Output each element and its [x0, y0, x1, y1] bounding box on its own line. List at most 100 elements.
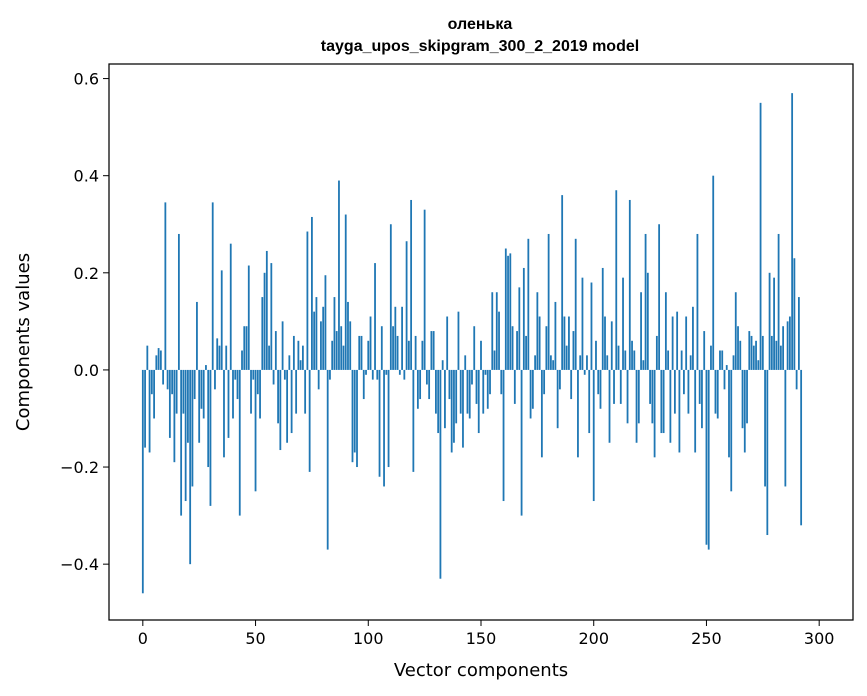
bar-232	[664, 292, 667, 370]
bar-291	[797, 297, 800, 370]
bar-199	[590, 282, 593, 370]
bar-106	[380, 326, 383, 370]
bar-153	[486, 369, 489, 409]
bar-172	[529, 369, 532, 419]
bar-16	[177, 233, 180, 370]
bar-239	[680, 350, 683, 370]
bar-168	[520, 369, 523, 516]
bar-132	[439, 369, 442, 579]
x-tick-label: 250	[691, 629, 722, 648]
bar-67	[292, 335, 295, 370]
bar-105	[378, 369, 381, 477]
bar-287	[788, 316, 791, 370]
bar-26	[200, 369, 203, 409]
bar-264	[737, 326, 739, 370]
bar-103	[374, 263, 376, 370]
bar-142	[462, 369, 464, 448]
bar-227	[653, 369, 656, 458]
bar-99	[365, 369, 367, 375]
x-tick-label: 0	[138, 629, 148, 648]
bar-52	[259, 369, 261, 419]
bar-7	[157, 348, 160, 370]
bar-286	[786, 321, 789, 370]
bar-136	[448, 369, 451, 400]
bar-86	[335, 331, 338, 370]
bar-151	[482, 369, 485, 414]
bar-27	[202, 369, 205, 419]
bar-85	[333, 297, 336, 370]
bar-54	[263, 272, 266, 370]
bar-120	[412, 369, 415, 472]
bar-267	[743, 369, 746, 453]
bar-95	[356, 369, 358, 468]
bar-158	[498, 311, 500, 370]
bar-176	[538, 316, 541, 370]
bar-29	[207, 369, 210, 468]
bar-75	[311, 216, 313, 370]
bar-251	[707, 369, 710, 550]
bar-203	[599, 369, 602, 409]
bar-5	[153, 369, 155, 419]
bar-224	[646, 272, 649, 370]
bar-289	[793, 258, 796, 370]
bar-189	[568, 316, 570, 370]
bar-219	[635, 369, 638, 443]
y-tick-label: 0.2	[74, 264, 99, 283]
bar-92	[349, 321, 352, 370]
bar-186	[561, 195, 564, 370]
bar-118	[407, 340, 410, 370]
bar-143	[464, 355, 467, 370]
bar-97	[360, 335, 363, 370]
bar-246	[696, 233, 699, 370]
bar-258	[723, 369, 726, 390]
x-tick-label: 200	[578, 629, 609, 648]
x-axis-label: Vector components	[394, 660, 568, 681]
bar-6	[155, 355, 158, 370]
bar-229	[658, 224, 661, 370]
bar-280	[773, 277, 775, 370]
bar-261	[730, 369, 733, 492]
bar-0	[141, 369, 144, 594]
y-tick-label: 0.6	[74, 70, 99, 89]
bar-285	[784, 369, 787, 487]
bar-180	[547, 233, 550, 370]
bar-139	[455, 369, 458, 424]
bar-274	[759, 102, 762, 370]
bar-162	[507, 255, 509, 370]
bar-247	[698, 369, 701, 404]
bar-236	[673, 369, 676, 414]
bar-130	[435, 369, 437, 414]
bar-148	[475, 369, 478, 404]
bar-9	[162, 369, 165, 385]
bar-202	[597, 369, 600, 395]
bar-128	[430, 331, 433, 370]
bar-240	[683, 369, 685, 395]
bar-50	[254, 369, 257, 492]
bar-100	[367, 340, 370, 370]
bar-290	[795, 369, 798, 390]
bar-62	[281, 321, 284, 370]
bar-184	[556, 369, 559, 429]
bar-88	[340, 326, 343, 370]
bar-193	[577, 369, 579, 458]
bar-157	[495, 292, 498, 370]
bar-68	[295, 369, 298, 414]
bar-167	[518, 287, 521, 370]
bar-38	[227, 369, 230, 438]
bar-57	[270, 263, 273, 370]
bar-163	[509, 253, 512, 370]
bar-165	[513, 369, 516, 404]
bar-177	[540, 369, 543, 458]
bar-133	[441, 360, 444, 370]
bar-44	[241, 350, 243, 370]
bar-80	[322, 306, 325, 370]
y-tick-label: −0.4	[60, 555, 99, 574]
bar-206	[606, 355, 609, 370]
bar-235	[671, 316, 674, 370]
bar-31	[211, 202, 214, 370]
bar-191	[572, 331, 575, 370]
bar-66	[290, 369, 293, 434]
bar-12	[168, 369, 171, 438]
x-tick-label: 150	[466, 629, 497, 648]
bar-211	[617, 345, 620, 370]
